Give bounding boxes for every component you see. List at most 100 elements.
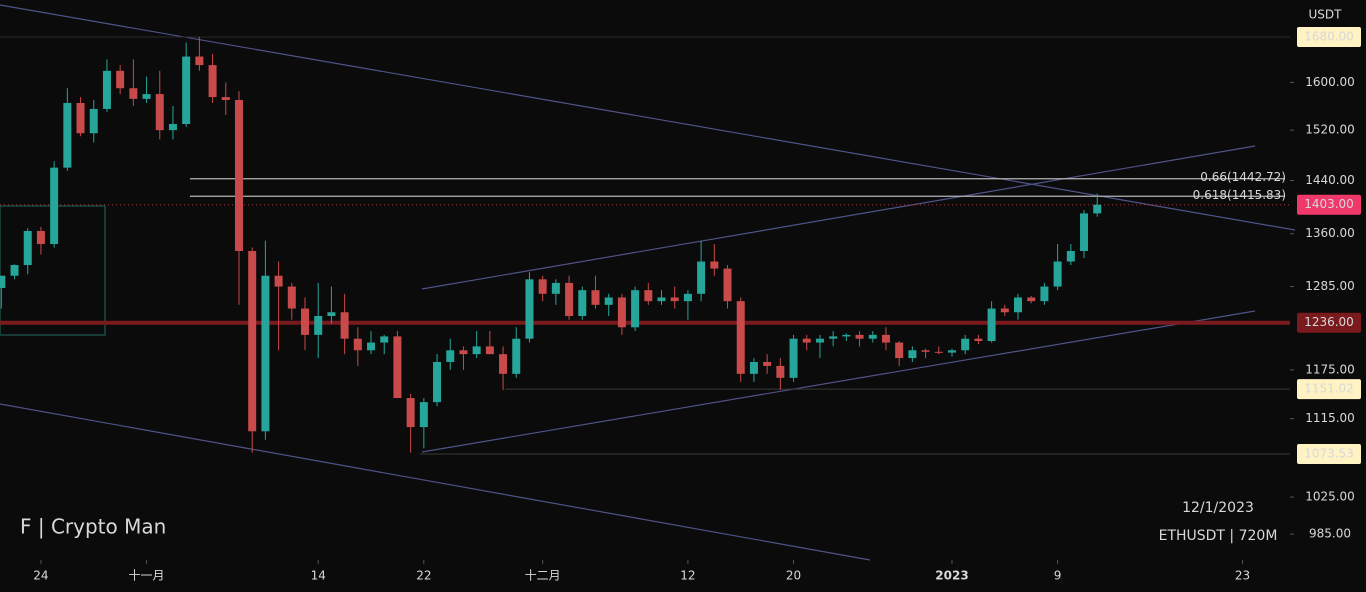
x-tick-label: 12 [680,569,695,583]
y-tick-label: 1360.00 [1305,226,1355,240]
candle-body [221,97,230,101]
symbol-stamp: ETHUSDT | 720M [1159,528,1278,544]
trend-line [0,403,871,561]
candle-body [538,279,547,294]
candle-body [815,338,824,343]
candle-body [947,350,956,353]
candle-body [749,361,758,374]
candle-body [657,297,666,302]
candle-body [987,308,996,342]
candle-body [327,312,336,316]
y-tick-label: 1520.00 [1305,123,1355,137]
y-tick-label: 1285.00 [1305,279,1355,293]
candle-body [604,297,613,305]
candle-body [433,361,442,403]
candle-body [1080,213,1089,251]
price-label-box [1297,379,1361,400]
candle-body [155,94,164,131]
candle-body [10,265,19,276]
candle-body [353,338,362,351]
candle-body [1027,297,1036,302]
candle-body [195,56,204,66]
x-tick-label: 23 [1235,569,1250,583]
candle-body [908,350,917,359]
y-tick-label: 1115.00 [1305,411,1355,425]
candle-body [36,230,45,245]
candle-body [287,286,296,309]
candle-body [578,290,587,316]
candle-body [393,336,402,399]
candle-body [723,268,732,302]
trend-line [0,4,1296,231]
candle-body [961,338,970,351]
candles [0,36,1102,453]
candle-body [367,342,376,351]
candle-body [234,100,243,251]
candle-body [1093,204,1102,214]
trend-line [421,145,1256,290]
candle-body [776,365,785,378]
candle-body [472,346,481,355]
candle-body [116,70,125,89]
candle-body [314,315,323,335]
fib-label: 0.618(1415.83) [1193,188,1286,202]
price-label-box [1297,443,1361,464]
candle-body [525,279,534,339]
candle-body [406,398,415,428]
candle-body [921,350,930,352]
y-tick-label: 1175.00 [1305,362,1355,376]
candle-body [881,334,890,343]
candle-body [301,308,310,335]
candle-body [512,338,521,374]
price-label: 1403.00 [1304,197,1354,211]
candle-body [617,297,626,328]
candle-body [248,250,257,432]
candle-body [683,293,692,302]
price-label-box [1297,194,1361,215]
x-tick-label: 十一月 [129,569,165,583]
x-tick-label: 20 [786,569,801,583]
x-tick-label: 14 [311,569,326,583]
candle-body [591,290,600,305]
candle-body [551,282,560,294]
x-tick-label: 24 [33,569,48,583]
candle-body [446,350,455,362]
candle-body [142,94,151,99]
trend-line [421,310,1256,453]
currency-label: USDT [1309,8,1343,22]
price-label: 1151.02 [1304,382,1354,396]
candle-body [1040,286,1049,302]
price-label: 1236.00 [1304,315,1354,329]
candle-body [736,301,745,374]
candle-body [274,275,283,287]
candle-body [868,334,877,339]
candle-body [168,124,177,131]
price-label-box [1297,312,1361,333]
candle-body [102,70,111,109]
x-tick-label: 2023 [935,569,968,583]
candle-body [763,361,772,366]
candle-body [934,351,943,353]
fib-label: 0.66(1442.72) [1200,170,1286,184]
candle-body [710,261,719,269]
watermark: F | Crypto Man [20,515,166,539]
price-label-box [1297,26,1361,47]
candle-body [459,350,468,355]
y-tick-label: 1440.00 [1305,173,1355,187]
x-tick-label: 22 [416,569,431,583]
candle-body [1014,297,1023,313]
levels: 0.66(1442.72) 0.618(1415.83) [0,36,1290,455]
candle-body [50,167,59,245]
y-tick-label: 985.00 [1309,527,1351,541]
candle-body [76,102,85,134]
candle-body [499,354,508,374]
candle-body [182,56,191,125]
candle-body [895,342,904,359]
candle-body [485,346,494,355]
candle-body [89,108,98,134]
candle-body [670,297,679,302]
candle-body [1053,261,1062,287]
candle-body [129,88,138,99]
